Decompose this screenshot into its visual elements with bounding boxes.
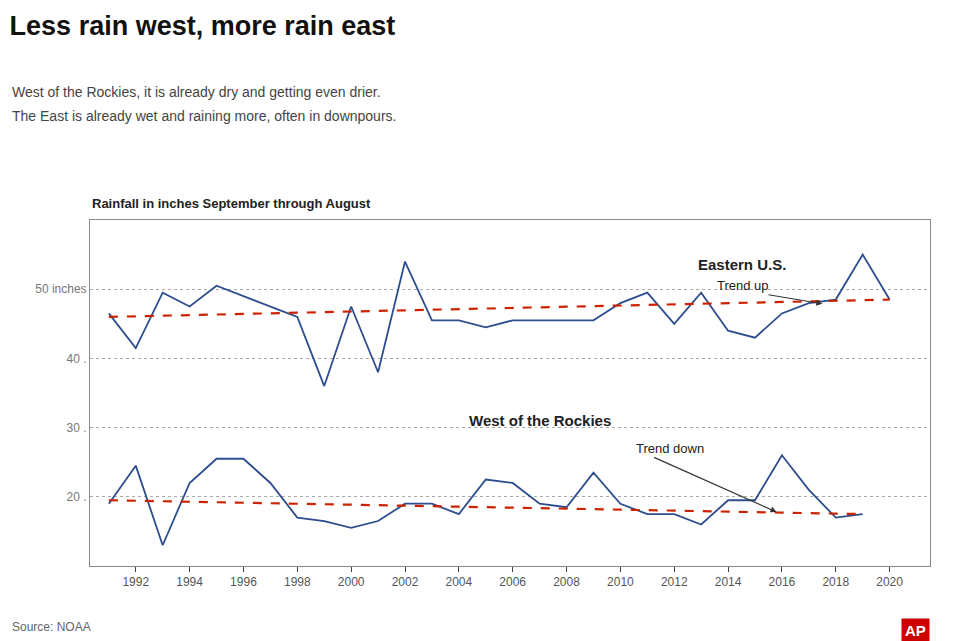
svg-text:Eastern U.S.: Eastern U.S. (698, 256, 786, 273)
svg-text:2020: 2020 (876, 575, 903, 589)
svg-text:Rainfall in inches September t: Rainfall in inches September through Aug… (92, 196, 371, 211)
svg-text:2014: 2014 (715, 575, 742, 589)
svg-text:20 .: 20 . (67, 490, 87, 504)
svg-text:2010: 2010 (607, 575, 634, 589)
svg-text:West of the Rockies: West of the Rockies (469, 412, 611, 429)
svg-text:The East is already wet and ra: The East is already wet and raining more… (12, 108, 396, 124)
svg-text:1998: 1998 (284, 575, 311, 589)
svg-text:2012: 2012 (661, 575, 688, 589)
svg-text:30 .: 30 . (67, 421, 87, 435)
svg-text:Less rain west, more rain east: Less rain west, more rain east (10, 11, 396, 41)
svg-text:Trend up: Trend up (717, 278, 769, 293)
svg-text:1994: 1994 (176, 575, 203, 589)
svg-text:2004: 2004 (445, 575, 472, 589)
svg-text:2016: 2016 (769, 575, 796, 589)
svg-text:2006: 2006 (499, 575, 526, 589)
svg-text:40 .: 40 . (67, 352, 87, 366)
svg-text:50 inches: 50 inches (35, 282, 86, 296)
svg-text:1996: 1996 (230, 575, 257, 589)
svg-text:2000: 2000 (338, 575, 365, 589)
svg-text:Trend down: Trend down (636, 441, 704, 456)
svg-text:2002: 2002 (392, 575, 419, 589)
svg-text:West of the Rockies, it is alr: West of the Rockies, it is already dry a… (12, 84, 381, 100)
svg-text:2008: 2008 (553, 575, 580, 589)
svg-text:AP: AP (905, 622, 926, 639)
svg-text:1992: 1992 (122, 575, 149, 589)
svg-text:Source: NOAA: Source: NOAA (12, 620, 91, 634)
svg-text:2018: 2018 (822, 575, 849, 589)
